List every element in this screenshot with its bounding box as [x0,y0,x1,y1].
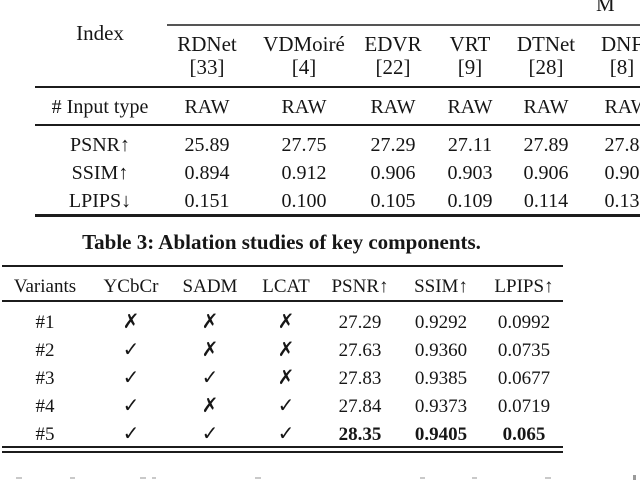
check-mark: ✓ [277,393,295,417]
input-type-cell: RAW [370,96,416,118]
method-citation: [9] [457,55,483,79]
method-citation: [22] [375,55,411,79]
ssim-value: 0.9405 [414,424,468,445]
check-mark: ✓ [201,421,219,445]
metric-value: 0.903 [447,162,493,184]
metric-value: 0.894 [184,162,230,184]
psnr-value: 27.84 [338,396,382,417]
check-mark: ✓ [122,365,140,389]
psnr-value: 27.63 [338,340,382,361]
method-name: DTNet [516,32,576,56]
index-header: Index [76,21,124,45]
metric-value: 0.105 [370,190,416,212]
variant-id: #1 [35,312,55,333]
table-rule [35,124,640,126]
variant-id: #4 [35,396,55,417]
column-header: LCAT [262,276,310,297]
variant-id: #5 [35,424,55,445]
input-type-cell: RAW [184,96,230,118]
metric-value: 0.906 [370,162,416,184]
ssim-value: 0.9373 [414,396,468,417]
cross-mark: ✗ [277,337,295,361]
method-citation: [33] [189,55,225,79]
row-label: SSIM↑ [71,162,129,184]
metric-value: 27.75 [281,134,327,156]
metric-value: 27.84 [604,134,640,156]
row-label: # Input type [51,96,149,118]
lpips-value: 0.065 [502,424,546,445]
metric-value: 25.89 [184,134,230,156]
metric-value: 27.11 [447,134,493,156]
lpips-value: 0.0735 [497,340,551,361]
metric-value: 27.89 [523,134,569,156]
variant-id: #2 [35,340,55,361]
method-citation: [8] [609,55,635,79]
lpips-value: 0.0719 [497,396,551,417]
input-type-cell: RAW [604,96,640,118]
row-label: LPIPS↓ [68,190,132,212]
method-name: EDVR [364,32,422,56]
check-mark: ✓ [122,393,140,417]
lpips-value: 0.0992 [497,312,551,333]
metric-value: 27.29 [370,134,416,156]
method-citation: [4] [291,55,317,79]
column-header: YCbCr [103,276,159,297]
metric-value: 0.909 [604,162,640,184]
metric-value: 0.151 [184,190,230,212]
cmidrule [167,24,640,26]
method-name: VDMoiré [263,32,345,56]
method-citation: [28] [528,55,564,79]
cross-mark: ✗ [122,309,140,333]
metric-value: 0.906 [523,162,569,184]
psnr-value: 27.29 [338,312,382,333]
method-name: DNF [600,32,640,56]
lpips-value: 0.0677 [497,368,551,389]
ssim-value: 0.9360 [414,340,468,361]
input-type-cell: RAW [447,96,493,118]
cross-mark: ✗ [277,365,295,389]
table-bottom-rule-outer [2,446,563,448]
check-mark: ✓ [277,421,295,445]
table-rule [35,86,640,88]
column-header: LPIPS↑ [494,276,554,297]
table-top-rule [2,265,563,267]
methods-span-header-partial: M [596,0,615,16]
metric-value: 0.114 [523,190,569,212]
cross-mark: ✗ [201,337,219,361]
table3-caption: Table 3: Ablation studies of key compone… [82,230,481,254]
metric-value: 0.109 [447,190,493,212]
column-header: PSNR↑ [331,276,389,297]
column-header: SSIM↑ [414,276,468,297]
ssim-value: 0.9292 [414,312,468,333]
psnr-value: 28.35 [338,424,382,445]
cross-mark: ✗ [201,309,219,333]
table-bottom-rule-inner [2,451,563,453]
metric-value: 0.133 [604,190,640,212]
cross-mark: ✗ [201,393,219,417]
method-name: RDNet [177,32,237,56]
method-name: VRT [449,32,491,56]
metric-value: 0.912 [281,162,327,184]
ssim-value: 0.9385 [414,368,468,389]
cross-mark: ✗ [277,309,295,333]
column-header: Variants [13,276,77,297]
table-rule [2,300,563,302]
metric-value: 0.100 [281,190,327,212]
check-mark: ✓ [122,337,140,361]
row-label: PSNR↑ [69,134,131,156]
input-type-cell: RAW [523,96,569,118]
check-mark: ✓ [201,365,219,389]
check-mark: ✓ [122,421,140,445]
table-bottom-rule [35,214,640,217]
variant-id: #3 [35,368,55,389]
input-type-cell: RAW [281,96,327,118]
psnr-value: 27.83 [338,368,382,389]
column-header: SADM [182,276,238,297]
